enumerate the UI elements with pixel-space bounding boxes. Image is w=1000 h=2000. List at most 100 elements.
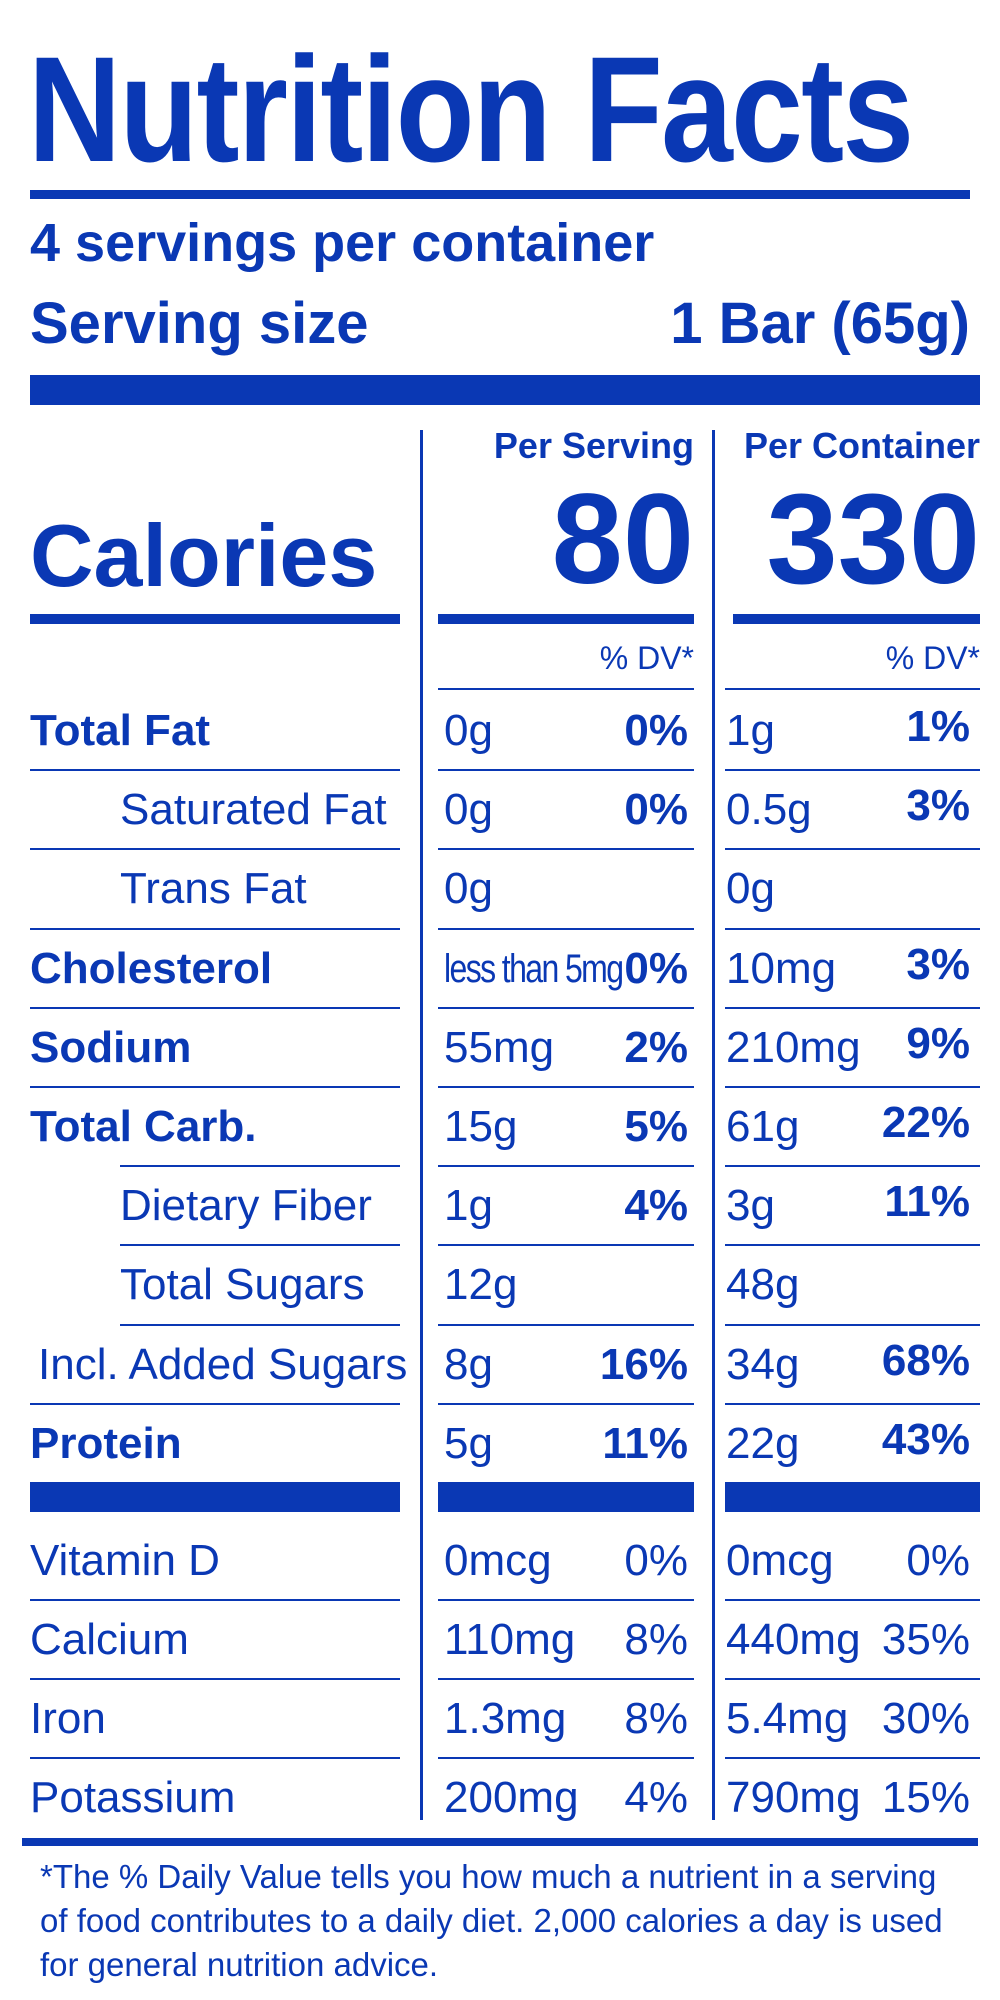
container-amount: 48g — [726, 1260, 800, 1310]
serving-amount: 0g — [444, 706, 493, 755]
serving-amount: 200mg — [444, 1773, 579, 1822]
row-divider-container — [725, 769, 980, 772]
dv-header-serving: % DV* — [599, 640, 694, 676]
serving-daily-value: 2% — [624, 1022, 688, 1072]
serving-amount: 5g — [444, 1418, 493, 1468]
row-divider-serving — [438, 1599, 694, 1601]
serving-daily-value: 5% — [624, 1102, 688, 1151]
row-divider-serving — [438, 769, 694, 772]
container-daily-value: 3% — [906, 939, 970, 989]
serving-daily-value: 8% — [624, 1615, 688, 1664]
row-divider-container — [725, 1599, 980, 1601]
serving-daily-value: 16% — [599, 1339, 688, 1389]
serving-daily-value: 0% — [624, 1536, 688, 1585]
row-divider-container — [725, 1323, 980, 1326]
nutrient-label: Protein — [30, 1418, 182, 1468]
serving-daily-value: 8% — [624, 1694, 688, 1743]
column-divider-right — [712, 430, 715, 1820]
row-divider-label — [30, 1757, 400, 1759]
row-divider-label — [120, 1244, 400, 1247]
serving-amount: 110mg — [444, 1615, 576, 1664]
container-amount: 0mcg — [726, 1536, 834, 1585]
row-divider-label — [30, 1678, 400, 1680]
row-divider-label — [30, 1086, 400, 1088]
nutrient-label: Cholesterol — [30, 943, 273, 993]
row-divider-container — [725, 1402, 980, 1405]
row-divider-label — [120, 1165, 400, 1168]
row-divider-container — [725, 1678, 980, 1680]
serving-amount: 1g — [444, 1181, 493, 1231]
serving-daily-value: 4% — [624, 1181, 688, 1231]
footnote-rule — [22, 1838, 978, 1846]
title-rule — [30, 190, 970, 199]
container-amount: 790mg — [726, 1773, 861, 1822]
container-daily-value: 1% — [906, 702, 970, 751]
serving-daily-value: 0% — [624, 943, 688, 993]
row-divider-serving — [438, 1244, 694, 1247]
nutrient-label: Iron — [30, 1694, 106, 1743]
row-divider-label — [30, 769, 400, 772]
serving-amount: 1.3mg — [444, 1694, 567, 1743]
row-divider-label — [30, 1402, 400, 1405]
container-amount: 440mg — [726, 1615, 861, 1664]
container-amount: 1g — [726, 706, 775, 755]
nutrient-table-top-rule — [438, 688, 694, 690]
nutrient-label: Sodium — [30, 1022, 192, 1072]
nutrient-table-top-rule — [725, 688, 980, 690]
container-daily-value: 11% — [884, 1177, 970, 1227]
calories-label: Calories — [30, 506, 378, 605]
serving-size-value: 1 Bar (65g) — [670, 291, 970, 356]
vitamins-thick-rule-serving — [438, 1482, 694, 1512]
column-header-per-container: Per Container — [743, 425, 980, 466]
serving-size-thick-rule — [30, 375, 980, 405]
daily-value-footnote: *The % Daily Value tells you how much a … — [40, 1858, 943, 1983]
container-daily-value: 9% — [906, 1018, 970, 1068]
row-divider-serving — [438, 1757, 694, 1759]
serving-amount: 8g — [444, 1339, 493, 1389]
nutrient-label: Trans Fat — [120, 864, 307, 914]
nutrient-label: Total Fat — [30, 706, 211, 755]
nutrient-label: Total Carb. — [30, 1102, 257, 1151]
container-daily-value: 0% — [906, 1536, 970, 1585]
serving-daily-value: 4% — [624, 1773, 688, 1822]
nutrient-label: Saturated Fat — [120, 785, 387, 835]
container-amount: 3g — [726, 1181, 775, 1231]
container-amount: 10mg — [726, 943, 837, 993]
row-divider-container — [725, 1086, 980, 1088]
row-divider-container — [725, 927, 980, 930]
container-daily-value: 22% — [881, 1098, 970, 1147]
serving-amount: less than 5mg — [444, 946, 624, 991]
serving-amount: 0g — [444, 864, 493, 914]
serving-amount: 0mcg — [444, 1536, 552, 1585]
container-daily-value: 30% — [881, 1694, 970, 1743]
row-divider-container — [725, 1165, 980, 1168]
row-divider-label — [30, 1599, 400, 1601]
container-amount: 0g — [726, 864, 775, 914]
row-divider-serving — [438, 927, 694, 930]
container-amount: 0.5g — [726, 785, 812, 835]
row-divider-serving — [438, 1006, 694, 1009]
calories-per-container: 330 — [766, 468, 980, 611]
servings-per-container: 4 servings per container — [30, 213, 655, 273]
serving-amount: 55mg — [444, 1022, 555, 1072]
calories-rule-label — [30, 614, 400, 624]
row-divider-container — [725, 848, 980, 851]
container-daily-value: 35% — [881, 1615, 970, 1664]
row-divider-container — [725, 1757, 980, 1759]
serving-daily-value: 11% — [602, 1418, 688, 1468]
nutrient-label: Dietary Fiber — [120, 1181, 372, 1231]
serving-daily-value: 0% — [624, 785, 688, 835]
row-divider-serving — [438, 848, 694, 851]
label-title: Nutrition Facts — [28, 25, 914, 193]
row-divider-label — [120, 1323, 400, 1326]
container-amount: 34g — [726, 1339, 800, 1389]
row-divider-serving — [438, 1678, 694, 1680]
vitamins-thick-rule-label — [30, 1482, 400, 1512]
serving-amount: 15g — [444, 1102, 518, 1151]
row-divider-serving — [438, 1086, 694, 1088]
nutrient-label: Incl. Added Sugars — [38, 1339, 408, 1389]
row-divider-label — [30, 927, 400, 930]
container-daily-value: 15% — [881, 1773, 970, 1822]
nutrient-label: Total Sugars — [120, 1260, 365, 1310]
serving-amount: 12g — [444, 1260, 518, 1310]
